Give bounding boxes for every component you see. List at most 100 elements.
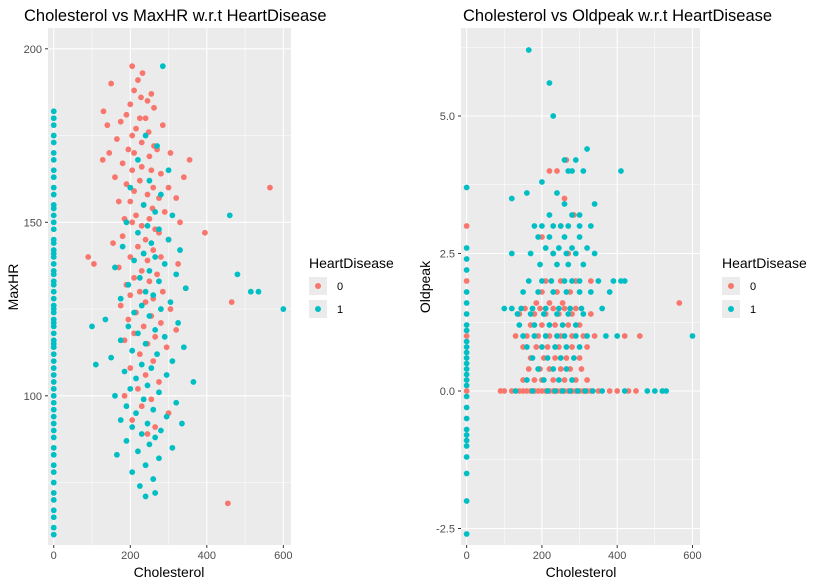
data-point-class-1 bbox=[546, 234, 553, 240]
data-point-class-0 bbox=[614, 388, 621, 394]
data-point-class-0 bbox=[177, 219, 183, 226]
data-point-class-1 bbox=[135, 448, 141, 455]
data-point-class-0 bbox=[267, 184, 273, 191]
data-point-class-1 bbox=[523, 344, 530, 350]
data-point-class-1 bbox=[463, 498, 470, 504]
data-point-class-1 bbox=[133, 375, 139, 382]
data-point-class-1 bbox=[663, 388, 670, 394]
data-point-class-1 bbox=[113, 451, 120, 458]
data-point-class-1 bbox=[112, 264, 118, 271]
data-point-class-1 bbox=[552, 344, 558, 350]
data-point-class-1 bbox=[463, 454, 470, 460]
data-point-class-0 bbox=[175, 261, 182, 267]
data-point-class-1 bbox=[572, 322, 579, 328]
data-point-class-0 bbox=[148, 167, 155, 174]
data-point-class-0 bbox=[129, 417, 136, 423]
data-point-class-1 bbox=[163, 413, 170, 420]
data-point-class-0 bbox=[146, 215, 153, 222]
data-point-class-1 bbox=[127, 184, 134, 191]
data-point-class-1 bbox=[140, 396, 147, 403]
data-point-class-1 bbox=[50, 427, 57, 434]
data-point-class-0 bbox=[136, 351, 143, 358]
data-point-class-0 bbox=[85, 254, 92, 260]
data-point-class-1 bbox=[50, 351, 57, 358]
data-point-class-1 bbox=[571, 355, 577, 361]
data-point-class-1 bbox=[131, 257, 138, 264]
data-point-class-1 bbox=[527, 311, 534, 317]
data-point-class-1 bbox=[572, 157, 579, 163]
data-point-class-1 bbox=[523, 377, 530, 383]
data-point-class-0 bbox=[561, 195, 568, 202]
data-point-class-0 bbox=[127, 101, 134, 108]
data-point-class-0 bbox=[531, 377, 538, 383]
y-tick-label: 5.0 bbox=[440, 111, 455, 123]
data-point-class-1 bbox=[154, 351, 160, 358]
data-point-class-0 bbox=[138, 163, 145, 170]
data-point-class-1 bbox=[554, 261, 560, 268]
data-point-class-0 bbox=[156, 379, 162, 385]
x-tick-label: 600 bbox=[274, 550, 292, 562]
data-point-class-1 bbox=[148, 365, 155, 371]
data-point-class-1 bbox=[610, 278, 617, 284]
data-point-class-1 bbox=[463, 437, 470, 444]
data-point-class-1 bbox=[152, 208, 159, 215]
chart-1-title: Cholesterol vs MaxHR w.r.t HeartDisease bbox=[24, 7, 327, 25]
data-point-class-1 bbox=[463, 470, 470, 477]
chart-2-panel bbox=[461, 28, 700, 545]
data-point-class-1 bbox=[576, 289, 583, 295]
data-point-class-1 bbox=[516, 322, 523, 328]
x-tick-label: 200 bbox=[533, 550, 551, 562]
data-point-class-1 bbox=[559, 388, 566, 394]
data-point-class-1 bbox=[537, 261, 543, 268]
data-point-class-1 bbox=[112, 392, 118, 399]
data-point-class-0 bbox=[161, 208, 168, 215]
data-point-class-1 bbox=[508, 305, 515, 312]
data-point-class-1 bbox=[621, 278, 628, 284]
data-point-class-1 bbox=[180, 344, 187, 351]
data-point-class-0 bbox=[546, 168, 553, 174]
data-point-class-1 bbox=[525, 278, 532, 284]
data-point-class-0 bbox=[151, 104, 157, 111]
data-point-class-1 bbox=[123, 219, 130, 226]
data-point-class-1 bbox=[589, 388, 596, 394]
data-point-class-1 bbox=[463, 531, 470, 537]
data-point-class-1 bbox=[539, 223, 545, 229]
data-point-class-1 bbox=[527, 250, 534, 257]
data-point-class-0 bbox=[146, 278, 153, 285]
data-point-class-1 bbox=[102, 316, 109, 323]
data-point-class-1 bbox=[587, 289, 594, 295]
data-point-class-1 bbox=[565, 261, 572, 268]
data-point-class-1 bbox=[89, 323, 95, 330]
data-point-class-0 bbox=[131, 274, 138, 281]
data-point-class-0 bbox=[123, 111, 130, 118]
data-point-class-0 bbox=[127, 254, 134, 260]
data-point-class-1 bbox=[580, 261, 587, 268]
data-point-class-0 bbox=[129, 219, 136, 226]
data-point-class-1 bbox=[550, 366, 557, 372]
data-point-class-1 bbox=[169, 212, 176, 219]
data-point-class-1 bbox=[50, 288, 57, 295]
data-point-class-0 bbox=[167, 150, 174, 156]
data-point-class-0 bbox=[112, 174, 118, 181]
data-point-class-0 bbox=[565, 322, 572, 328]
data-point-class-1 bbox=[150, 292, 157, 299]
data-point-class-1 bbox=[603, 333, 609, 339]
data-point-class-0 bbox=[127, 198, 134, 205]
data-point-class-0 bbox=[91, 261, 97, 267]
data-point-class-1 bbox=[182, 285, 189, 292]
data-point-class-1 bbox=[574, 388, 581, 394]
chart-2-points bbox=[463, 47, 696, 537]
data-point-class-0 bbox=[113, 136, 120, 142]
data-point-class-0 bbox=[563, 355, 570, 361]
data-point-class-1 bbox=[501, 305, 508, 312]
data-point-class-1 bbox=[50, 108, 57, 115]
data-point-class-1 bbox=[234, 271, 241, 278]
data-point-class-0 bbox=[154, 271, 160, 278]
data-point-class-1 bbox=[136, 274, 143, 281]
data-point-class-1 bbox=[156, 226, 162, 233]
chart-1: Cholesterol vs MaxHR w.r.t HeartDisease … bbox=[5, 7, 394, 580]
data-point-class-1 bbox=[117, 295, 124, 302]
y-tick-label: 150 bbox=[24, 217, 42, 229]
data-point-class-1 bbox=[555, 245, 562, 251]
data-point-class-1 bbox=[514, 311, 521, 317]
